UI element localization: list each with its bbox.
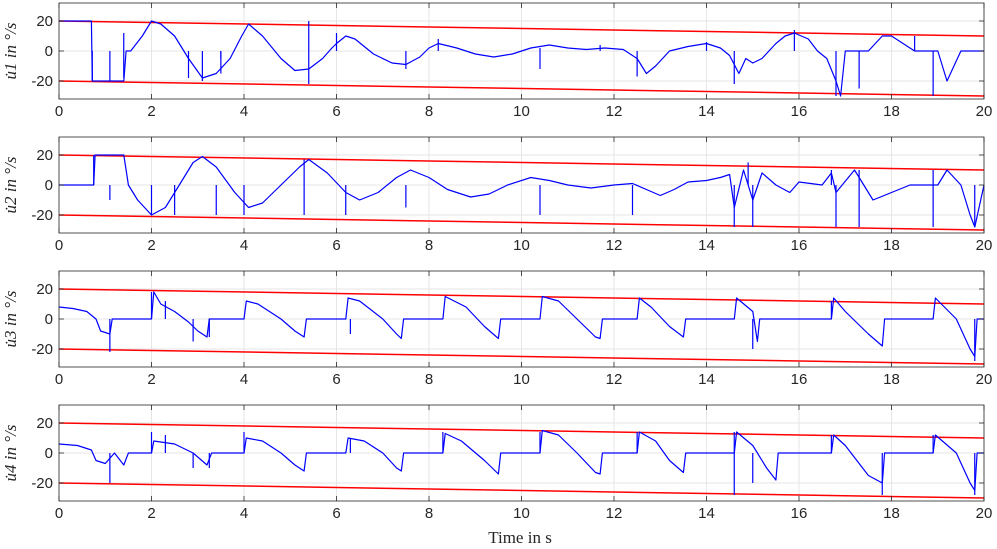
x-tick-label: 12 bbox=[606, 371, 623, 388]
bound-line-upper bbox=[58, 20, 985, 37]
x-tick-label: 2 bbox=[147, 505, 155, 522]
y-tick-label: 20 bbox=[36, 13, 53, 30]
x-tick-label: 0 bbox=[55, 505, 63, 522]
x-tick-label: 4 bbox=[240, 237, 248, 254]
x-tick-label: 8 bbox=[425, 237, 433, 254]
y-axis-label: u̇4 in °/s bbox=[1, 424, 20, 481]
x-tick-label: 18 bbox=[883, 103, 900, 120]
x-tick-label: 20 bbox=[976, 237, 993, 254]
x-tick-label: 10 bbox=[513, 505, 530, 522]
bound-line-lower bbox=[58, 482, 985, 499]
x-tick-label: 18 bbox=[883, 505, 900, 522]
y-axis-label: u̇1 in °/s bbox=[1, 22, 20, 79]
x-tick-label: 16 bbox=[791, 371, 808, 388]
y-tick-label: -20 bbox=[31, 341, 53, 358]
x-tick-label: 0 bbox=[55, 371, 63, 388]
x-tick-label: 18 bbox=[883, 371, 900, 388]
signal-line bbox=[59, 20, 984, 97]
x-tick-label: 20 bbox=[976, 371, 993, 388]
x-tick-label: 20 bbox=[976, 103, 993, 120]
bound-line-lower bbox=[58, 348, 985, 365]
y-tick-label: -20 bbox=[31, 207, 53, 224]
x-tick-label: 6 bbox=[332, 103, 340, 120]
x-tick-label: 8 bbox=[425, 505, 433, 522]
x-tick-label: 18 bbox=[883, 237, 900, 254]
y-tick-label: 0 bbox=[45, 445, 53, 462]
x-tick-label: 10 bbox=[513, 103, 530, 120]
x-tick-label: 12 bbox=[606, 505, 623, 522]
x-tick-label: 6 bbox=[332, 371, 340, 388]
x-tick-label: 0 bbox=[55, 103, 63, 120]
signal-line bbox=[58, 429, 984, 492]
y-tick-label: 20 bbox=[36, 147, 53, 164]
y-axis-label: u̇2 in °/s bbox=[1, 156, 20, 213]
x-tick-label: 2 bbox=[147, 103, 155, 120]
x-axis-label: Time in s bbox=[488, 528, 552, 547]
y-tick-label: -20 bbox=[31, 475, 53, 492]
x-tick-label: 4 bbox=[240, 103, 248, 120]
x-tick-label: 6 bbox=[332, 237, 340, 254]
y-axis-label: u̇3 in °/s bbox=[1, 290, 20, 347]
x-tick-label: 10 bbox=[513, 371, 530, 388]
x-tick-label: 16 bbox=[791, 237, 808, 254]
y-tick-label: 0 bbox=[45, 43, 53, 60]
bound-line-upper bbox=[58, 154, 985, 171]
x-tick-label: 14 bbox=[698, 103, 715, 120]
y-tick-label: 0 bbox=[45, 311, 53, 328]
bound-line-upper bbox=[58, 422, 985, 439]
y-tick-label: 20 bbox=[36, 415, 53, 432]
x-tick-label: 0 bbox=[55, 237, 63, 254]
x-tick-label: 12 bbox=[606, 237, 623, 254]
y-tick-label: -20 bbox=[31, 73, 53, 90]
x-tick-label: 2 bbox=[147, 237, 155, 254]
x-tick-label: 14 bbox=[698, 237, 715, 254]
y-tick-label: 0 bbox=[45, 177, 53, 194]
x-tick-label: 2 bbox=[147, 371, 155, 388]
x-tick-label: 4 bbox=[240, 505, 248, 522]
bound-line-lower bbox=[58, 214, 985, 231]
bound-line-upper bbox=[58, 288, 985, 305]
x-tick-label: 20 bbox=[976, 505, 993, 522]
signal-line bbox=[58, 291, 984, 358]
x-tick-label: 6 bbox=[332, 505, 340, 522]
x-tick-label: 4 bbox=[240, 371, 248, 388]
signal-line bbox=[59, 154, 985, 228]
x-tick-label: 16 bbox=[791, 505, 808, 522]
y-tick-label: 20 bbox=[36, 281, 53, 298]
x-tick-label: 14 bbox=[698, 371, 715, 388]
x-tick-label: 8 bbox=[425, 371, 433, 388]
x-tick-label: 10 bbox=[513, 237, 530, 254]
x-tick-label: 14 bbox=[698, 505, 715, 522]
x-tick-label: 12 bbox=[606, 103, 623, 120]
bound-line-lower bbox=[58, 80, 985, 97]
x-tick-label: 8 bbox=[425, 103, 433, 120]
x-tick-label: 16 bbox=[791, 103, 808, 120]
